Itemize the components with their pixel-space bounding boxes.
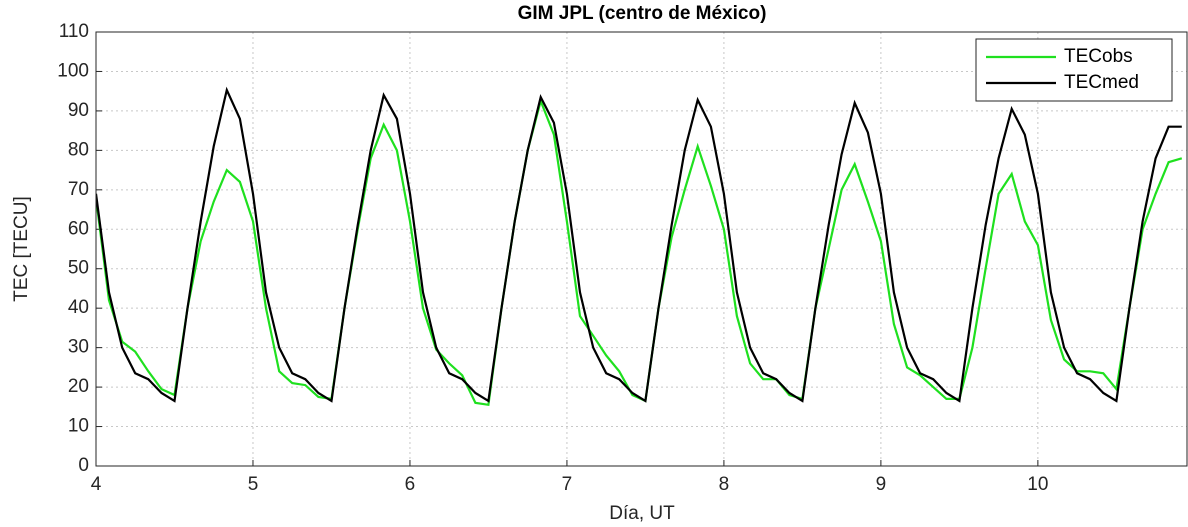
chart-title: GIM JPL (centro de México) (518, 3, 767, 24)
x-axis-label: Día, UT (609, 503, 675, 524)
x-tick-label: 9 (876, 474, 887, 495)
y-tick-label: 40 (68, 297, 89, 318)
y-tick-label: 50 (68, 258, 89, 279)
x-tick-label: 5 (248, 474, 259, 495)
x-tick-label: 8 (719, 474, 730, 495)
y-axis-label: TEC [TECU] (11, 196, 32, 302)
y-tick-label: 90 (68, 100, 89, 121)
x-tick-label: 7 (562, 474, 573, 495)
legend-box (975, 38, 1173, 102)
y-tick-label: 60 (68, 218, 89, 239)
legend-label: TECmed (1064, 72, 1139, 93)
x-tick-label: 10 (1027, 474, 1048, 495)
plot-frame (95, 31, 1188, 467)
y-tick-label: 30 (68, 337, 89, 358)
y-tick-label: 110 (59, 21, 89, 42)
y-tick-label: 10 (68, 416, 89, 437)
y-tick-label: 100 (57, 60, 89, 81)
legend-label: TECobs (1064, 46, 1133, 67)
y-tick-label: 70 (68, 179, 89, 200)
series-line (96, 86, 1182, 403)
x-tick-label: 4 (91, 474, 102, 495)
series-line (96, 97, 1183, 407)
y-tick-label: 20 (68, 376, 89, 397)
y-tick-label: 0 (78, 455, 89, 476)
x-tick-label: 6 (405, 474, 416, 495)
y-tick-label: 80 (68, 139, 89, 160)
